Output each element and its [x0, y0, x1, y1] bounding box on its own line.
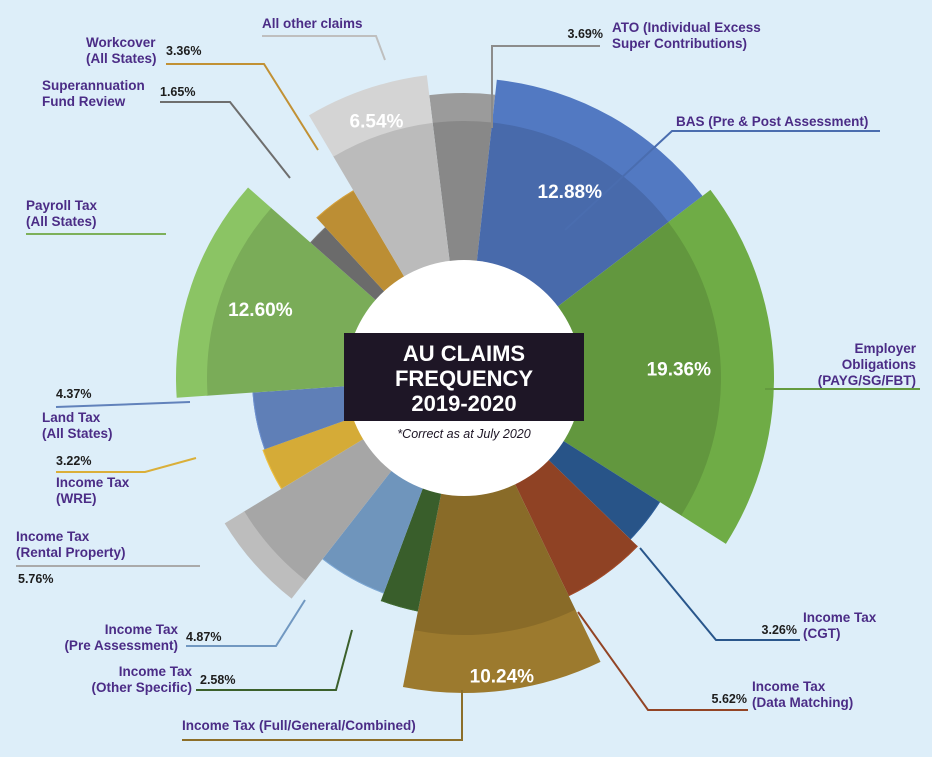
slice-label-12-line-0: Superannuation: [42, 78, 145, 93]
sector-8: [224, 511, 306, 599]
slice-value-6: 2.58%: [200, 673, 235, 687]
slice-label-2-line-1: Obligations: [842, 357, 916, 372]
slice-value-14: 6.54%: [350, 111, 404, 132]
slice-label-1-line-0: BAS (Pre & Post Assessment): [676, 114, 868, 129]
slice-value-5: 10.24%: [470, 667, 535, 688]
sector-5: [402, 609, 601, 693]
sector-band-2: [543, 221, 722, 517]
sector-2: [668, 189, 774, 544]
sector-13: [316, 190, 354, 219]
slice-value-12: 1.65%: [160, 85, 195, 99]
sector-band-9: [262, 411, 379, 490]
slice-label-6-line-0: Income Tax: [119, 664, 193, 679]
slice-label-9-line-1: (WRE): [56, 491, 97, 506]
slice-label-7-line-1: (Pre Assessment): [64, 638, 178, 653]
slice-value-2: 19.36%: [647, 360, 712, 381]
leader-line-14: [262, 35, 386, 61]
slice-label-11-line-0: Payroll Tax: [26, 198, 98, 213]
sector-band-8: [243, 429, 403, 582]
slice-value-4: 5.62%: [712, 692, 747, 706]
slice-label-12-line-1: Fund Review: [42, 94, 126, 109]
leader-line-13: [166, 63, 319, 151]
slice-value-9: 3.22%: [56, 454, 91, 468]
title-line-1: AU CLAIMS: [403, 341, 525, 366]
slice-value-3: 3.26%: [762, 623, 797, 637]
leader-line-0: [491, 45, 600, 128]
leader-line-4: [577, 611, 748, 711]
slice-value-0: 3.69%: [568, 27, 603, 41]
slice-label-3-line-0: Income Tax: [803, 610, 877, 625]
slice-label-10-line-1: (All States): [42, 426, 113, 441]
sector-band-7: [322, 456, 430, 594]
slice-label-8-line-0: Income Tax: [16, 529, 90, 544]
sector-band-3: [535, 431, 660, 540]
slice-label-13-line-0: Workcover: [86, 35, 156, 50]
slice-label-8-line-1: (Rental Property): [16, 545, 126, 560]
slice-label-2-line-2: (PAYG/SG/FBT): [818, 373, 916, 388]
slice-value-11: 12.60%: [228, 300, 293, 321]
sector-band-14: [332, 121, 452, 292]
slice-label-11-line-1: (All States): [26, 214, 97, 229]
sector-band-10: [252, 384, 370, 450]
slice-label-0-line-0: ATO (Individual Excess: [612, 20, 761, 35]
leader-line-10: [55, 401, 191, 408]
slice-label-9-line-0: Income Tax: [56, 475, 130, 490]
sector-6: [380, 600, 419, 612]
slice-label-4-line-0: Income Tax: [752, 679, 826, 694]
slice-label-14-line-0: All other claims: [262, 16, 363, 31]
leader-line-6: [196, 629, 353, 691]
center-badge: AU CLAIMS FREQUENCY 2019-2020 *Correct a…: [344, 260, 584, 496]
sector-10: [252, 392, 266, 450]
sector-band-5: [413, 468, 576, 636]
slice-label-13-line-1: (All States): [86, 51, 157, 66]
slice-value-7: 4.87%: [186, 630, 221, 644]
sector-1: [492, 79, 703, 223]
sector-band-12: [310, 227, 397, 312]
slice-label-7-line-0: Income Tax: [105, 622, 179, 637]
leader-line-1: [564, 130, 880, 231]
sector-0: [429, 92, 496, 123]
title-line-2: FREQUENCY: [395, 366, 533, 391]
slice-value-8: 5.76%: [18, 572, 53, 586]
slice-label-0-line-1: Super Contributions): [612, 36, 747, 51]
slice-value-10: 4.37%: [56, 387, 91, 401]
leader-line-9: [56, 457, 197, 473]
sector-band-6: [380, 471, 445, 612]
sector-band-0: [432, 120, 493, 279]
slice-label-3-line-1: (CGT): [803, 626, 841, 641]
slice-label-2-line-0: Employer: [854, 341, 916, 356]
title-band: [344, 333, 584, 421]
slice-value-13: 3.36%: [166, 44, 201, 58]
sector-band-13: [316, 190, 414, 305]
subtitle: *Correct as at July 2020: [397, 427, 530, 441]
leader-lines-layer: [16, 35, 920, 741]
leader-line-7: [186, 599, 306, 647]
leader-line-12: [160, 101, 291, 179]
sector-band-4: [507, 447, 638, 597]
slice-value-1: 12.88%: [538, 182, 603, 203]
slice-label-4-line-1: (Data Matching): [752, 695, 853, 710]
slice-label-5-line-0: Income Tax (Full/General/Combined): [182, 718, 416, 733]
sector-11: [176, 187, 272, 398]
slice-label-6-line-1: (Other Specific): [91, 680, 192, 695]
sector-band-11: [206, 207, 390, 396]
sector-band-1: [474, 121, 670, 318]
slice-label-10-line-0: Land Tax: [42, 410, 101, 425]
sector-12: [310, 227, 326, 244]
sector-9: [262, 449, 282, 490]
leader-line-5: [182, 690, 463, 741]
sector-14: [308, 75, 433, 157]
sector-3: [629, 501, 660, 540]
sectors-layer: [176, 75, 774, 693]
leader-line-3: [639, 547, 800, 641]
title-line-3: 2019-2020: [411, 391, 516, 416]
